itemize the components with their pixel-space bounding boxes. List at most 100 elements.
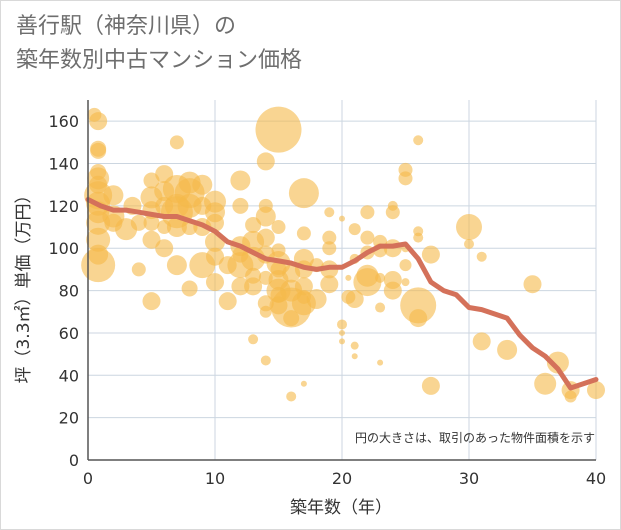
bubble-point bbox=[232, 197, 249, 214]
y-tick-label: 0 bbox=[69, 451, 79, 470]
bubble-point bbox=[348, 223, 361, 236]
bubble-point bbox=[472, 332, 491, 351]
bubble-point bbox=[322, 241, 337, 256]
bubble-point bbox=[256, 152, 275, 171]
bubble-point bbox=[166, 217, 187, 238]
bubble-point bbox=[192, 174, 213, 195]
bubble-point bbox=[377, 359, 384, 366]
bubble-point bbox=[400, 287, 437, 324]
bubble-point bbox=[181, 280, 198, 297]
bubble-point bbox=[169, 135, 184, 150]
bubble-point bbox=[255, 206, 276, 227]
x-tick-labels: 0 10 20 30 40 bbox=[83, 469, 606, 488]
trend-series bbox=[85, 197, 599, 391]
bubble-point bbox=[218, 292, 237, 311]
chart-title: 善行駅（神奈川県）の 築年数別中古マンション価格 bbox=[16, 10, 302, 78]
bubble-point bbox=[345, 274, 352, 281]
average-price-line bbox=[85, 197, 599, 391]
bubble-point bbox=[294, 277, 313, 296]
y-tick-label: 20 bbox=[59, 409, 79, 428]
bubble-point bbox=[476, 251, 487, 262]
bubble-point bbox=[546, 351, 569, 374]
bubble-point bbox=[398, 171, 413, 186]
y-tick-label: 120 bbox=[48, 197, 79, 216]
bubble-point bbox=[143, 214, 160, 231]
bubble-point bbox=[260, 355, 271, 366]
bubble-size-note: 円の大きさは、取引のあった物件面積を示す bbox=[355, 430, 595, 445]
y-tick-label: 160 bbox=[48, 112, 79, 131]
bubble-point bbox=[259, 305, 272, 318]
bubble-point bbox=[409, 309, 428, 328]
bubble-point bbox=[271, 220, 286, 235]
bubble-point bbox=[143, 172, 160, 189]
bubble-point bbox=[339, 329, 345, 336]
axes bbox=[87, 100, 596, 461]
bubble-series bbox=[81, 106, 605, 403]
bubble-point bbox=[456, 214, 482, 241]
bubble-point bbox=[351, 353, 358, 360]
bubble-point bbox=[166, 255, 187, 276]
bubble-point bbox=[300, 380, 307, 387]
bubble-point bbox=[523, 275, 542, 294]
bubble-point bbox=[86, 227, 111, 252]
bubble-point bbox=[248, 334, 259, 345]
bubble-point bbox=[339, 215, 345, 222]
bubble-point bbox=[383, 281, 402, 300]
x-tick-label: 20 bbox=[332, 469, 352, 488]
bubble-point bbox=[360, 205, 375, 220]
bubble-point bbox=[288, 178, 319, 209]
bubble-point bbox=[90, 142, 107, 159]
bubble-point bbox=[401, 278, 410, 287]
grid bbox=[88, 100, 597, 460]
bubble-point bbox=[350, 341, 359, 350]
bubble-point bbox=[320, 275, 339, 294]
bubble-point bbox=[306, 289, 327, 310]
bubble-point bbox=[89, 112, 108, 131]
bubble-point bbox=[283, 310, 300, 327]
x-tick-label: 0 bbox=[83, 469, 93, 488]
bubble-point bbox=[345, 290, 364, 309]
bubble-point bbox=[142, 230, 161, 249]
bubble-point bbox=[534, 372, 557, 395]
y-tick-label: 140 bbox=[48, 155, 79, 174]
bubble-point bbox=[587, 381, 605, 400]
bubble-point bbox=[155, 239, 174, 258]
bubble-point bbox=[244, 277, 263, 296]
y-tick-label: 80 bbox=[59, 282, 79, 301]
bubble-point bbox=[421, 376, 440, 395]
bubble-point bbox=[337, 319, 347, 330]
bubble-point bbox=[206, 273, 224, 292]
y-tick-labels: 0 20 40 60 80 100 120 140 160 bbox=[48, 112, 79, 470]
bubble-point bbox=[131, 262, 146, 277]
bubble-point bbox=[375, 272, 386, 283]
bubble-point bbox=[231, 277, 250, 296]
bubble-point bbox=[296, 226, 311, 241]
bubble-point bbox=[206, 247, 224, 266]
chart-title-line-1: 善行駅（神奈川県）の bbox=[16, 14, 237, 39]
x-axis-label: 築年数（年） bbox=[290, 498, 392, 518]
bubble-point bbox=[81, 248, 116, 283]
bubble-point bbox=[353, 268, 382, 297]
bubble-point bbox=[464, 239, 474, 249]
bubble-point bbox=[130, 214, 147, 231]
bubble-point bbox=[230, 170, 251, 191]
x-tick-label: 30 bbox=[459, 469, 479, 488]
chart-title-line-2: 築年数別中古マンション価格 bbox=[16, 48, 303, 73]
bubble-point bbox=[375, 302, 386, 313]
bubble-point bbox=[142, 292, 161, 311]
bubble-point bbox=[360, 230, 375, 245]
bubble-point bbox=[497, 339, 518, 360]
y-axis-label: 坪（3.3㎡）単価（万円） bbox=[14, 186, 34, 383]
bubble-point bbox=[564, 390, 577, 403]
bubble-point bbox=[385, 205, 400, 220]
bubble-point bbox=[413, 135, 424, 146]
bubble-point bbox=[339, 338, 345, 345]
bubble-point bbox=[421, 245, 440, 264]
bubble-point bbox=[256, 228, 275, 247]
bubble-point bbox=[255, 106, 302, 153]
y-tick-label: 100 bbox=[48, 239, 79, 258]
bubble-point bbox=[324, 207, 335, 218]
x-tick-label: 10 bbox=[205, 469, 225, 488]
bubble-point bbox=[286, 391, 297, 402]
